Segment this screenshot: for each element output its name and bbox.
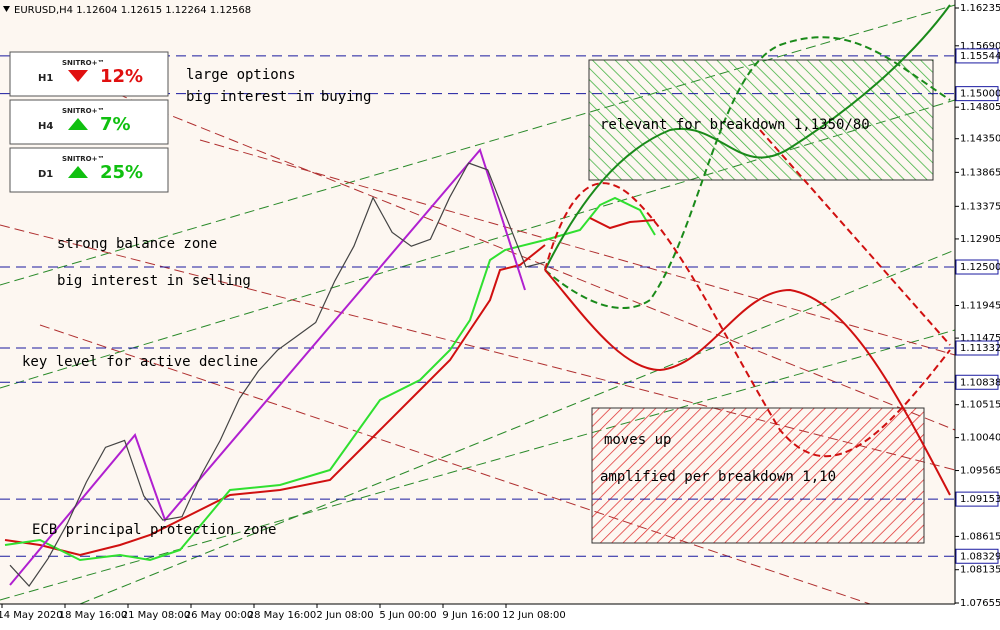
y-tick-label: 1.15544 (960, 51, 1000, 62)
header-arrow (3, 6, 10, 12)
x-tick-label: 26 May 00:00 (185, 610, 254, 621)
channel-line (79, 249, 956, 605)
annotation: big interest in buying (186, 89, 371, 105)
forecast-path (544, 4, 951, 271)
annotation: ECB principal protection zone (32, 522, 276, 538)
indicator-panel: H4 SNITRO+™7% (9, 99, 169, 145)
y-tick-label: 1.07655 (960, 598, 1000, 609)
channel-lines (0, 4, 956, 605)
y-tick-label: 1.09565 (960, 466, 1000, 477)
annotation: strong balance zone (57, 236, 217, 252)
y-tick-label: 1.14805 (960, 102, 1000, 113)
y-tick-label: 1.10515 (960, 400, 1000, 411)
forecast-path (544, 269, 951, 496)
forecast-path (759, 129, 951, 346)
y-tick-label: 1.08135 (960, 565, 1000, 576)
annotation: moves up (604, 432, 671, 448)
direction-arrow (68, 166, 88, 178)
x-tick-label: 5 Jun 00:00 (379, 610, 436, 621)
annotation: relevant for breakdown 1,1350/80 (600, 117, 870, 133)
y-tick-label: 1.10838 (960, 377, 1000, 388)
cloud-span-b (4, 244, 546, 557)
level-label-box (955, 491, 999, 507)
y-tick-label: 1.08615 (960, 531, 1000, 542)
x-tick-label: 28 May 16:00 (248, 610, 317, 621)
panel-percent: 12% (100, 66, 143, 87)
sell-zone (591, 407, 925, 544)
annotation: big interest in selling (57, 273, 251, 289)
cloud-span-b (589, 217, 656, 230)
chart-header: EURUSD,H4 1.12604 1.12615 1.12264 1.1256… (14, 5, 251, 16)
x-tick-label: 14 May 2020 (0, 610, 63, 621)
y-tick-label: 1.11945 (960, 301, 1000, 312)
y-tick-label: 1.16235 (960, 3, 1000, 14)
price-line (9, 162, 546, 587)
y-tick-label: 1.15000 (960, 89, 1000, 100)
buy-zone (588, 59, 934, 181)
y-tick-label: 1.08329 (960, 551, 1000, 562)
y-tick-label: 1.11332 (960, 343, 1000, 354)
x-tick-label: 2 Jun 08:00 (316, 610, 373, 621)
channel-line (0, 4, 956, 286)
x-tick-label: 18 May 16:00 (59, 610, 128, 621)
y-tick-label: 1.13865 (960, 167, 1000, 178)
panel-timeframe: D1 (38, 169, 53, 180)
level-label-box (955, 86, 999, 102)
y-tick-label: 1.11475 (960, 333, 1000, 344)
y-tick-label: 1.12905 (960, 234, 1000, 245)
channel-line (39, 324, 871, 605)
dynamic: large options big interest in buying relev… (9, 67, 870, 587)
annotation: large options (186, 67, 296, 83)
forecast-path (544, 36, 951, 309)
level-label-box (955, 48, 999, 64)
channel-line (0, 329, 956, 601)
direction-arrow (68, 118, 88, 130)
forecast-path (544, 182, 951, 458)
annotation: key level for active decline (22, 354, 258, 370)
panel-percent: 25% (100, 162, 143, 183)
panel-box (9, 99, 169, 145)
panel-brand: SNITRO+™ (62, 155, 105, 163)
x-tick-label: 12 Jun 08:00 (502, 610, 566, 621)
direction-arrow (68, 70, 88, 82)
channel-line (199, 139, 956, 356)
level-label-box (955, 340, 999, 356)
annotation: amplified per breakdown 1,10 (600, 469, 836, 485)
y-tick-label: 1.15690 (960, 41, 1000, 52)
level-label-box (955, 259, 999, 275)
panel-timeframe: H1 (38, 73, 53, 84)
channel-line (19, 54, 956, 431)
y-tick-label: 1.13375 (960, 201, 1000, 212)
y-tick-label: 1.09153 (960, 494, 1000, 505)
x-tick-label: 9 Jun 16:00 (442, 610, 499, 621)
panel-timeframe: H4 (38, 121, 53, 132)
panel-brand: SNITRO+™ (62, 107, 105, 115)
cloud-span-a (4, 196, 656, 562)
level-label-box (955, 374, 999, 390)
panel-box (9, 147, 169, 193)
panel-box (9, 51, 169, 97)
level-label-box (955, 548, 999, 564)
y-tick-label: 1.14350 (960, 134, 1000, 145)
panel-percent: 7% (100, 114, 131, 135)
x-tick-label: 21 May 08:00 (122, 610, 191, 621)
panel-brand: SNITRO+™ (62, 59, 105, 67)
y-tick-label: 1.12500 (960, 262, 1000, 273)
y-tick-label: 1.10040 (960, 433, 1000, 444)
